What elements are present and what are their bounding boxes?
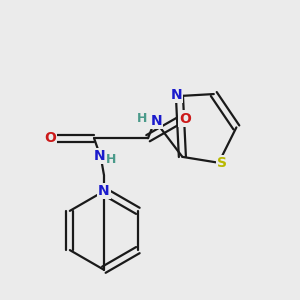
Text: H: H (106, 153, 116, 166)
Text: O: O (44, 131, 56, 145)
Text: N: N (98, 184, 110, 198)
Text: N: N (171, 88, 182, 101)
Text: O: O (179, 112, 191, 126)
Text: N: N (94, 149, 105, 164)
Text: S: S (217, 156, 227, 170)
Text: H: H (137, 112, 148, 125)
Text: N: N (151, 114, 162, 128)
